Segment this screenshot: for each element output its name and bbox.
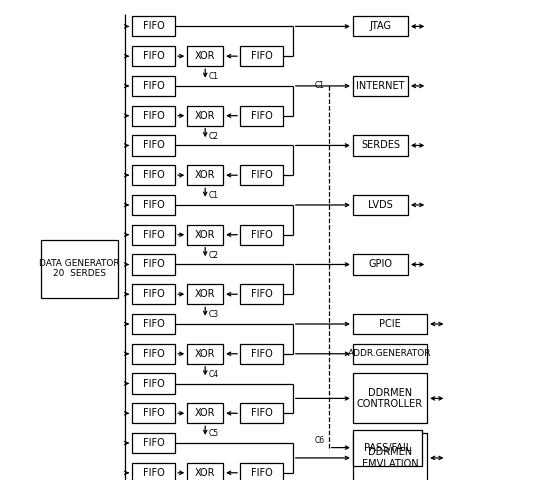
Text: C4: C4 bbox=[209, 370, 219, 379]
Text: FIFO: FIFO bbox=[251, 408, 273, 418]
Bar bbox=[240, 106, 283, 126]
Bar bbox=[132, 433, 175, 453]
Bar bbox=[353, 433, 427, 480]
Text: FIFO: FIFO bbox=[143, 319, 164, 329]
Text: FIFO: FIFO bbox=[143, 289, 164, 299]
Text: XOR: XOR bbox=[195, 111, 215, 120]
Bar bbox=[187, 225, 223, 245]
Text: FIFO: FIFO bbox=[143, 81, 164, 91]
Text: FIFO: FIFO bbox=[251, 230, 273, 240]
Text: DATA GENERATOR
20  SERDES: DATA GENERATOR 20 SERDES bbox=[39, 259, 120, 278]
Text: FIFO: FIFO bbox=[143, 349, 164, 359]
Text: FIFO: FIFO bbox=[143, 111, 164, 120]
Bar bbox=[132, 16, 175, 36]
Bar bbox=[353, 16, 408, 36]
Bar bbox=[240, 225, 283, 245]
Bar bbox=[132, 195, 175, 215]
Bar bbox=[353, 76, 408, 96]
Text: FIFO: FIFO bbox=[143, 379, 164, 388]
Text: FIFO: FIFO bbox=[143, 468, 164, 478]
Bar bbox=[132, 463, 175, 480]
Bar bbox=[187, 46, 223, 66]
Text: PASS/FAIL: PASS/FAIL bbox=[364, 443, 411, 453]
Bar bbox=[132, 225, 175, 245]
Bar bbox=[353, 135, 408, 156]
Bar bbox=[240, 403, 283, 423]
Text: FIFO: FIFO bbox=[143, 230, 164, 240]
Text: FIFO: FIFO bbox=[251, 111, 273, 120]
Bar bbox=[132, 46, 175, 66]
Text: ADDR.GENERATOR: ADDR.GENERATOR bbox=[348, 349, 432, 358]
Text: GPIO: GPIO bbox=[368, 260, 392, 269]
Text: FIFO: FIFO bbox=[251, 349, 273, 359]
Bar bbox=[187, 106, 223, 126]
Bar bbox=[353, 430, 422, 466]
Text: C3: C3 bbox=[209, 310, 219, 319]
Bar bbox=[353, 373, 427, 423]
Text: XOR: XOR bbox=[195, 230, 215, 240]
Bar bbox=[132, 344, 175, 364]
Text: FIFO: FIFO bbox=[251, 468, 273, 478]
Bar bbox=[240, 463, 283, 480]
Text: INTERNET: INTERNET bbox=[356, 81, 405, 91]
Bar bbox=[240, 165, 283, 185]
Text: FIFO: FIFO bbox=[143, 200, 164, 210]
Bar bbox=[132, 373, 175, 394]
Text: PCIE: PCIE bbox=[379, 319, 401, 329]
Text: FIFO: FIFO bbox=[251, 289, 273, 299]
Bar bbox=[132, 403, 175, 423]
Bar bbox=[132, 76, 175, 96]
Bar bbox=[353, 314, 427, 334]
Bar bbox=[41, 240, 118, 298]
Bar bbox=[353, 344, 427, 364]
Text: XOR: XOR bbox=[195, 349, 215, 359]
Text: XOR: XOR bbox=[195, 289, 215, 299]
Bar bbox=[187, 463, 223, 480]
Bar bbox=[187, 344, 223, 364]
Text: C5: C5 bbox=[209, 429, 219, 438]
Bar bbox=[132, 284, 175, 304]
Bar bbox=[132, 106, 175, 126]
Text: FIFO: FIFO bbox=[251, 51, 273, 61]
Text: DDRMEN
CONTROLLER: DDRMEN CONTROLLER bbox=[357, 388, 423, 409]
Text: C2: C2 bbox=[209, 251, 219, 260]
Text: FIFO: FIFO bbox=[143, 260, 164, 269]
Text: SERDES: SERDES bbox=[361, 141, 400, 150]
Text: XOR: XOR bbox=[195, 170, 215, 180]
Text: FIFO: FIFO bbox=[143, 51, 164, 61]
Bar bbox=[132, 314, 175, 334]
Bar bbox=[353, 254, 408, 275]
Text: C1: C1 bbox=[209, 72, 219, 81]
Bar bbox=[240, 284, 283, 304]
Text: LVDS: LVDS bbox=[368, 200, 393, 210]
Bar bbox=[187, 165, 223, 185]
Text: FIFO: FIFO bbox=[251, 170, 273, 180]
Text: JTAG: JTAG bbox=[369, 22, 391, 31]
Text: XOR: XOR bbox=[195, 408, 215, 418]
Text: C6: C6 bbox=[315, 436, 325, 445]
Bar bbox=[240, 46, 283, 66]
Text: XOR: XOR bbox=[195, 468, 215, 478]
Bar bbox=[132, 135, 175, 156]
Text: FIFO: FIFO bbox=[143, 141, 164, 150]
Bar bbox=[240, 344, 283, 364]
Text: XOR: XOR bbox=[195, 51, 215, 61]
Text: FIFO: FIFO bbox=[143, 438, 164, 448]
Text: FIFO: FIFO bbox=[143, 170, 164, 180]
Text: C2: C2 bbox=[209, 132, 219, 141]
Text: FIFO: FIFO bbox=[143, 22, 164, 31]
Bar bbox=[187, 403, 223, 423]
Bar bbox=[132, 254, 175, 275]
Text: DDRMEN
EMVLATION: DDRMEN EMVLATION bbox=[362, 447, 418, 468]
Text: FIFO: FIFO bbox=[143, 408, 164, 418]
Bar bbox=[353, 195, 408, 215]
Bar bbox=[132, 165, 175, 185]
Text: C1: C1 bbox=[209, 191, 219, 200]
Text: C1: C1 bbox=[315, 81, 325, 90]
Bar bbox=[187, 284, 223, 304]
